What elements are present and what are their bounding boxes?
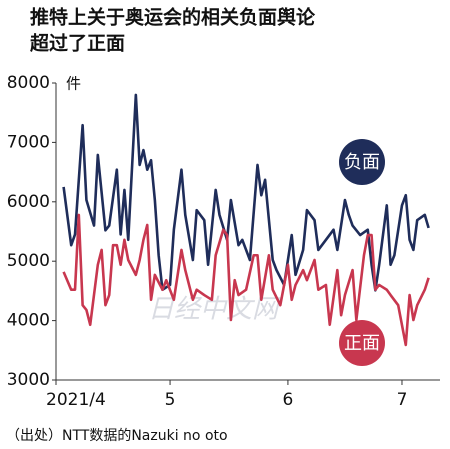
y-tick-label: 6000 [7,192,50,212]
y-tick-label: 3000 [7,370,50,390]
line-series [62,213,430,347]
watermark: 日经中文网 [148,295,281,325]
legend-label: 正面 [344,333,380,354]
x-tick-label: 7 [397,390,408,410]
x-tick-label: 6 [283,390,294,410]
y-unit: 件 [66,75,81,93]
chart-title: 超过了正面 [29,32,125,55]
legend-badge [339,320,385,366]
y-tick-label: 4000 [7,311,50,331]
y-tick-label: 5000 [7,251,50,271]
legend-badge [339,139,385,185]
x-tick-label: 2021/4 [46,390,106,410]
y-tick-label: 8000 [7,73,50,93]
x-tick-label: 5 [165,390,176,410]
source: （出处）NTT数据的Nazuki no oto [6,428,228,444]
chart-title: 推特上关于奥运会的相关负面舆论 [30,6,316,29]
y-tick-label: 7000 [7,132,50,152]
legend-label: 负面 [344,152,380,173]
